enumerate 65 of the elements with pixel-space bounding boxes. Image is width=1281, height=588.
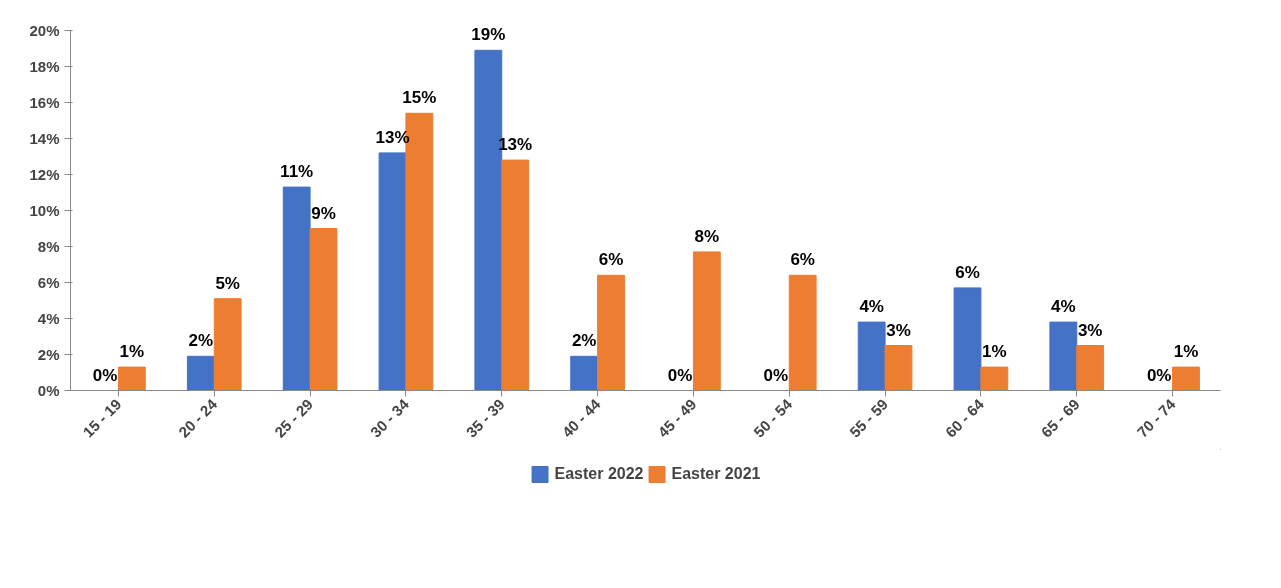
data-label: 6% bbox=[790, 250, 815, 270]
bar bbox=[186, 355, 215, 391]
bar bbox=[309, 228, 338, 391]
y-tick-label: 6% bbox=[37, 274, 60, 291]
data-label: 8% bbox=[694, 226, 720, 246]
y-tick-label: 10% bbox=[29, 202, 60, 219]
bar bbox=[884, 345, 913, 391]
data-label: 4% bbox=[859, 297, 884, 317]
x-tick-label: 60 - 64 bbox=[941, 395, 988, 441]
data-label: 6% bbox=[598, 250, 624, 270]
y-tick-label: 18% bbox=[29, 58, 60, 75]
x-tick-label: 40 - 44 bbox=[558, 395, 605, 441]
bar bbox=[597, 274, 625, 391]
y-tick-label: 8% bbox=[37, 238, 60, 255]
data-label: 0% bbox=[763, 365, 789, 385]
x-tick-label: 55 - 59 bbox=[846, 395, 892, 441]
data-label: 3% bbox=[886, 320, 911, 340]
data-label: 19% bbox=[471, 25, 506, 45]
data-label: 3% bbox=[1077, 320, 1103, 340]
bar bbox=[501, 159, 530, 391]
y-tick-label: 16% bbox=[29, 94, 60, 111]
y-tick-label: 0% bbox=[37, 382, 60, 399]
data-label: 1% bbox=[119, 342, 145, 362]
data-label: 9% bbox=[311, 203, 336, 223]
legend-label: Easter 2022 bbox=[554, 465, 644, 483]
bar bbox=[570, 355, 599, 391]
bar bbox=[1172, 366, 1200, 391]
bar bbox=[692, 251, 721, 391]
data-label: 5% bbox=[215, 273, 240, 293]
bar bbox=[117, 366, 146, 391]
data-label: 0% bbox=[1146, 365, 1172, 385]
bar bbox=[1049, 321, 1078, 391]
x-tick-label: 65 - 69 bbox=[1037, 395, 1083, 441]
x-tick-label: 70 - 74 bbox=[1133, 395, 1180, 441]
data-label: 2% bbox=[188, 331, 214, 351]
data-label: 0% bbox=[92, 365, 118, 385]
bar bbox=[788, 274, 817, 391]
x-tick-label: 15 - 19 bbox=[79, 395, 125, 441]
y-tick-label: 2% bbox=[37, 346, 60, 363]
data-label: 11% bbox=[280, 162, 314, 182]
bar bbox=[213, 298, 242, 391]
data-label: 6% bbox=[955, 262, 980, 282]
data-label: 2% bbox=[571, 331, 597, 351]
x-tick-label: 45 - 49 bbox=[654, 395, 700, 441]
x-tick-label: 50 - 54 bbox=[750, 395, 796, 441]
legend-label: Easter 2021 bbox=[671, 465, 761, 483]
data-label: 1% bbox=[1173, 342, 1199, 362]
bar bbox=[282, 186, 311, 391]
y-tick-label: 20% bbox=[29, 22, 60, 39]
x-tick-label: 30 - 34 bbox=[366, 395, 413, 441]
bar bbox=[378, 152, 407, 391]
bar bbox=[857, 321, 886, 391]
bar bbox=[953, 287, 982, 391]
data-label: 1% bbox=[982, 342, 1007, 362]
x-tick-label: 20 - 24 bbox=[175, 395, 221, 441]
bar bbox=[1076, 345, 1105, 391]
bar bbox=[980, 366, 1009, 391]
data-label: 0% bbox=[667, 365, 693, 385]
y-tick-label: 12% bbox=[29, 166, 60, 183]
data-label: 4% bbox=[1051, 297, 1076, 317]
y-tick-label: 14% bbox=[29, 130, 60, 147]
x-tick-label: 35 - 39 bbox=[462, 395, 508, 441]
x-tick-label: 25 - 29 bbox=[271, 395, 317, 441]
y-tick-label: 4% bbox=[37, 310, 60, 327]
data-label: 15% bbox=[402, 88, 437, 108]
